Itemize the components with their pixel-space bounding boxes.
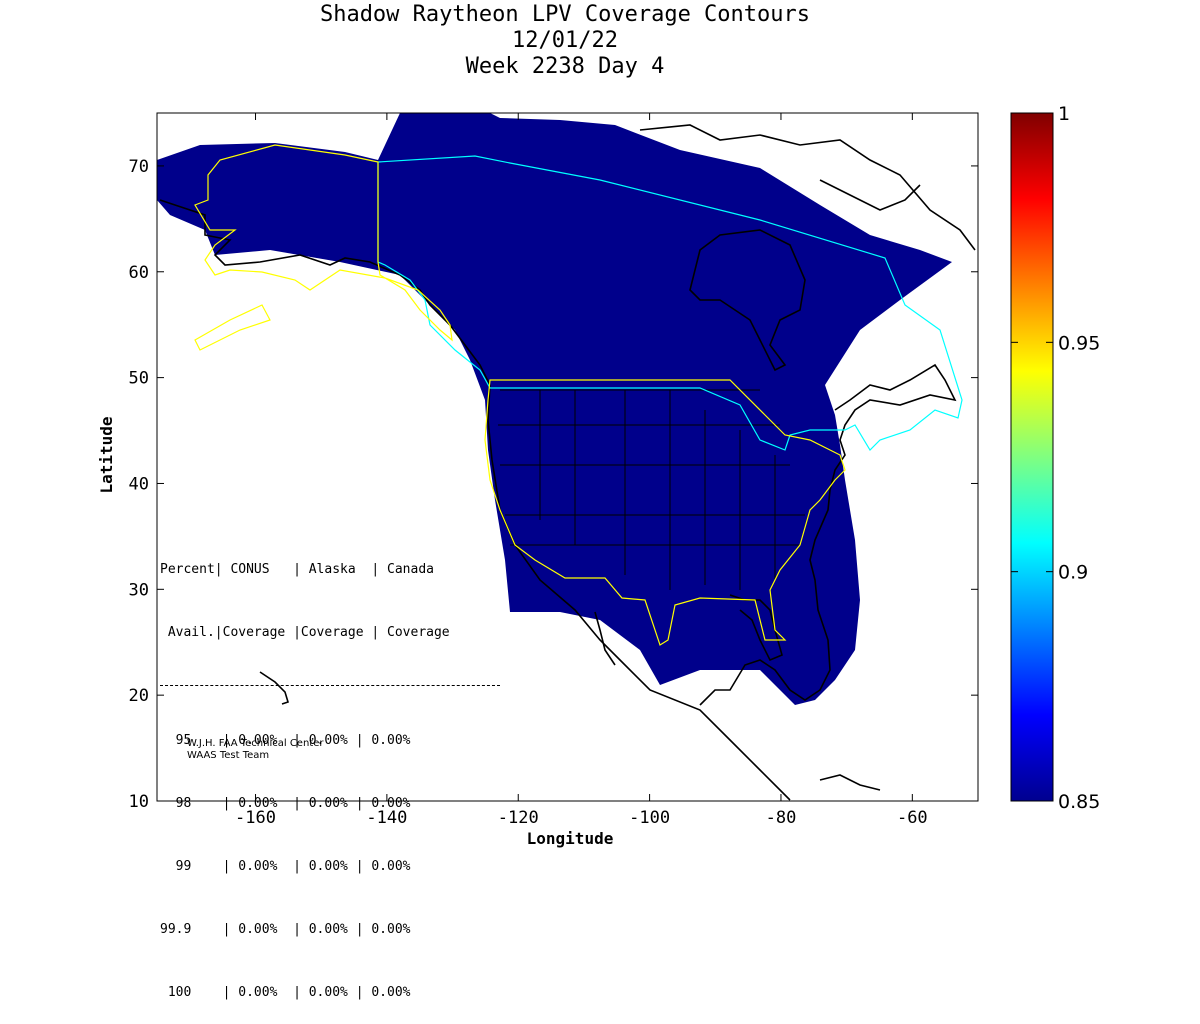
credit-note: W.J.H. FAA Technical Center WAAS Test Te…	[187, 738, 323, 762]
stats-header-alaska: Alaska	[308, 562, 356, 577]
x-axis: -160 -140 -120 -100 -80 -60	[235, 113, 928, 828]
state-boundaries	[498, 389, 805, 590]
stats-header-conus: CONUS	[230, 562, 270, 577]
chart-date: 12/01/22	[512, 28, 618, 53]
y-axis-label: Latitude	[97, 416, 116, 493]
chart-title: Shadow Raytheon LPV Coverage Contours	[319, 2, 811, 27]
x-tick-label: -60	[897, 808, 928, 828]
canada-boundary	[377, 155, 963, 451]
colorbar-tick-label: 0.85	[1058, 791, 1100, 813]
service-boundaries	[194, 144, 963, 646]
x-tick-label: -120	[498, 808, 539, 828]
east-coast	[699, 363, 957, 706]
x-tick-label: -140	[366, 808, 407, 828]
colorbar-tick-label: 0.95	[1058, 332, 1100, 354]
stats-header-row-2: Avail.|Coverage |Coverage | Coverage	[167, 625, 450, 640]
y-tick-label: 70	[129, 157, 149, 177]
stats-header-coverage-alaska: Coverage	[300, 625, 364, 640]
alaska-boundary	[194, 144, 453, 351]
x-tick-label: -100	[629, 808, 670, 828]
credit-line-2: WAAS Test Team	[187, 750, 270, 761]
stats-header-avail: Avail.	[167, 625, 215, 640]
y-tick-label: 20	[129, 686, 149, 706]
colorbar-tick-label: 0.9	[1058, 562, 1088, 584]
state-grid-lines	[498, 389, 805, 590]
hawaii-islands	[259, 671, 289, 705]
colorbar	[1010, 112, 1054, 802]
stats-header-coverage-canada: Coverage	[387, 625, 450, 640]
plot-frame	[156, 112, 979, 802]
table-row: 98 | 0.00% | 0.00% | 0.00%	[175, 796, 411, 811]
credit-line-1: W.J.H. FAA Technical Center	[187, 738, 324, 749]
x-tick-label: -80	[766, 808, 797, 828]
table-row: 95 | 0.00% | 0.00% | 0.00%	[175, 733, 411, 748]
y-tick-label: 10	[129, 792, 149, 812]
colorbar-tick-label: 1	[1058, 103, 1070, 125]
coverage-region	[157, 113, 952, 705]
y-tick-label: 50	[129, 369, 149, 389]
hudson-bay	[689, 229, 806, 372]
coverage-map-plot: -160 -140 -120 -100 -80 -60 10 20 30 40 50 60 70 Lo…	[97, 103, 1100, 848]
table-row: 100 | 0.00% | 0.00% | 0.00%	[167, 985, 411, 1000]
conus-boundary	[484, 379, 846, 646]
stats-header-canada: Canada	[387, 562, 434, 577]
x-axis-label: Longitude	[527, 829, 614, 848]
y-tick-label: 60	[129, 263, 149, 283]
map-area	[157, 113, 976, 801]
pacific-coast-mexico	[487, 384, 791, 801]
baja-california	[594, 611, 616, 666]
baffin-island	[819, 179, 921, 211]
y-tick-label: 30	[129, 580, 149, 600]
caribbean-islands	[819, 774, 881, 791]
y-tick-label: 40	[129, 474, 149, 494]
table-row: 99 | 0.00% | 0.00% | 0.00%	[175, 859, 411, 874]
coverage-stats-table: Percent| CONUS | Alaska | Canada Avail.|…	[160, 517, 500, 1024]
table-row: 99.9 | 0.00% | 0.00% | 0.00%	[160, 922, 411, 937]
stats-header-percent: Percent	[160, 562, 215, 577]
colorbar-ticks: 1 0.95 0.9 0.85	[1011, 103, 1100, 813]
y-axis: 10 20 30 40 50 60 70	[129, 157, 978, 812]
stats-separator	[160, 685, 500, 686]
x-tick-label: -160	[235, 808, 276, 828]
arctic-islands	[639, 124, 976, 251]
stats-header-coverage-conus: Coverage	[222, 625, 286, 640]
stats-header-row-1: Percent| CONUS | Alaska | Canada	[160, 562, 434, 577]
chart-week-day: Week 2238 Day 4	[465, 54, 665, 79]
